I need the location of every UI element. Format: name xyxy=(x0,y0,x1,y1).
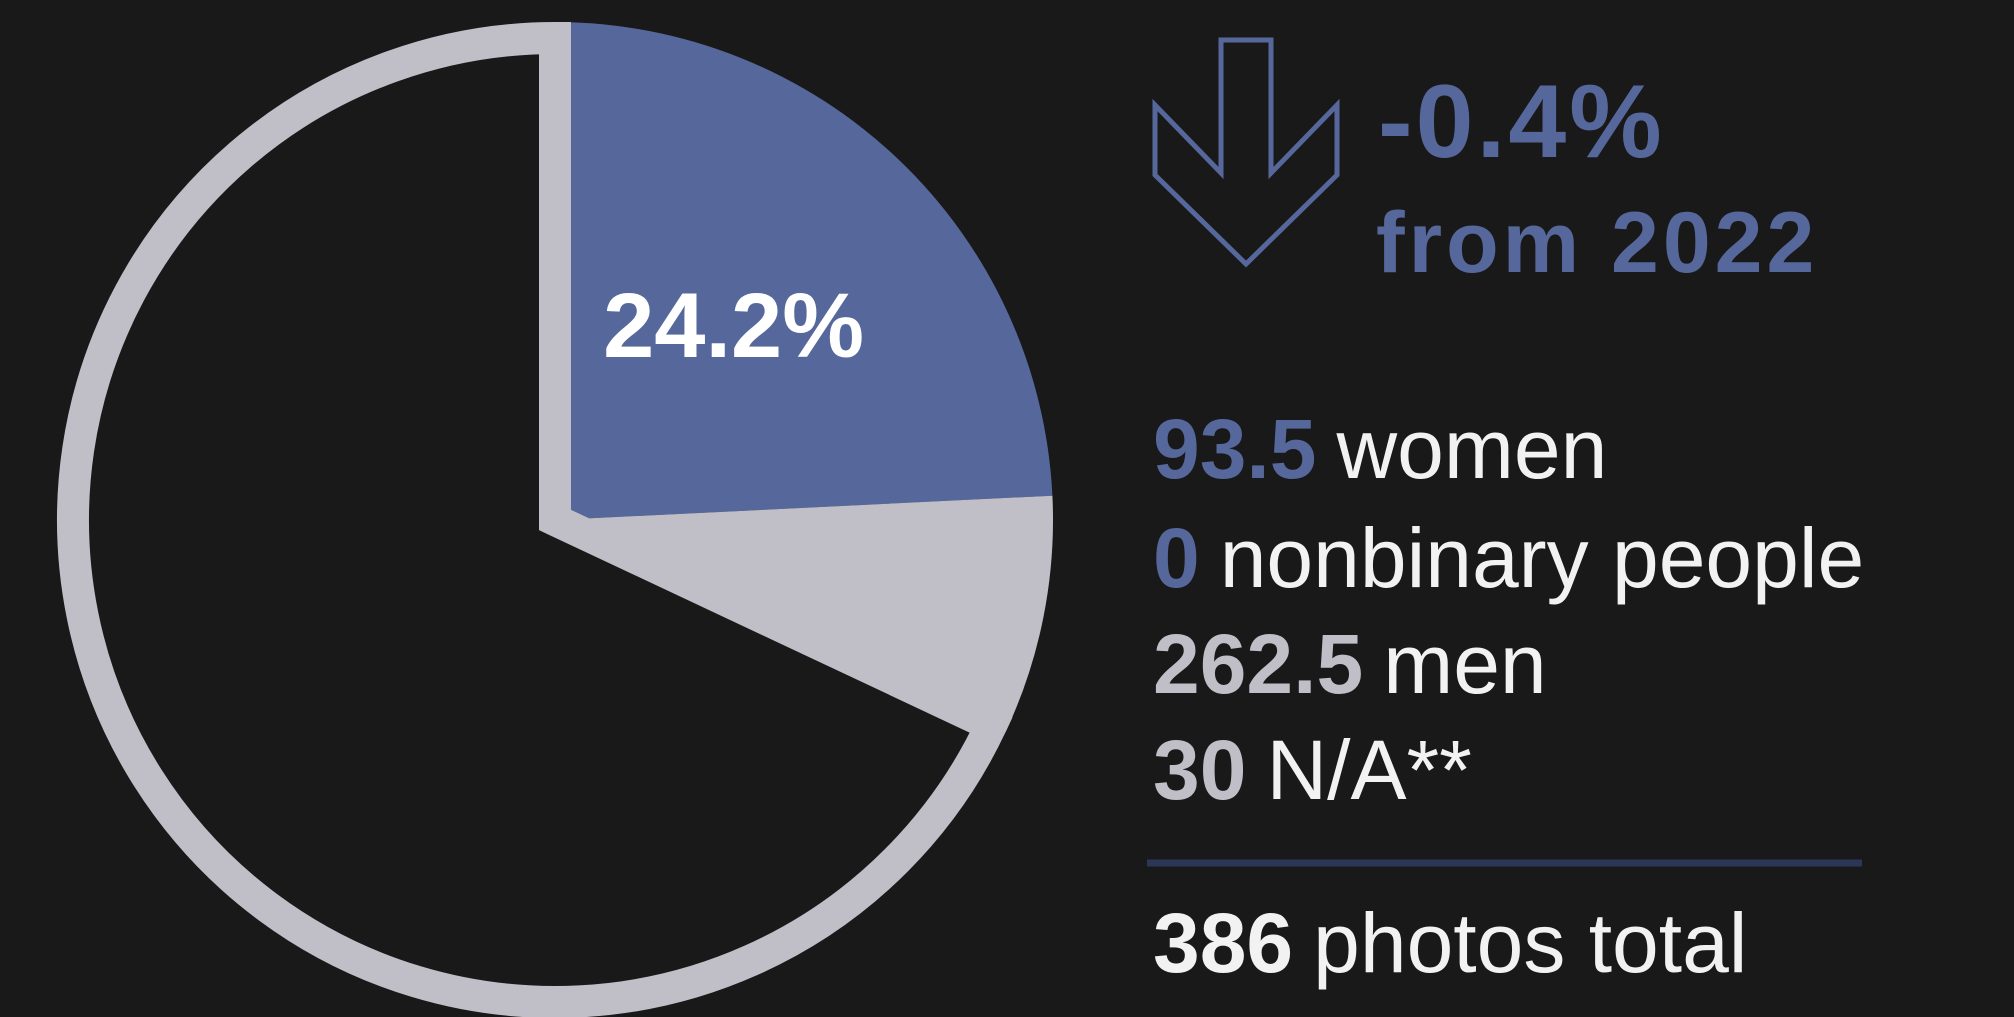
legend-label: nonbinary people xyxy=(1220,511,1865,605)
change-note: from 2022 xyxy=(1376,195,1818,291)
legend-entry: 0 nonbinary people xyxy=(1153,511,1864,605)
total-line: 386 photos total xyxy=(1153,896,1747,990)
legend-entry: 262.5 men xyxy=(1153,617,1547,711)
total-label: photos total xyxy=(1313,896,1747,990)
legend-entry: 93.5 women xyxy=(1153,402,1607,496)
pie-slice xyxy=(555,22,1053,520)
legend-label: N/A** xyxy=(1266,723,1471,817)
slice-label: 24.2% xyxy=(603,275,864,377)
legend-value: 0 xyxy=(1153,511,1200,605)
legend-value: 93.5 xyxy=(1153,402,1317,496)
total-value: 386 xyxy=(1153,896,1293,990)
legend-label: women xyxy=(1336,402,1608,496)
change-label: -0.4% xyxy=(1378,64,1665,180)
legend-label: men xyxy=(1383,617,1546,711)
down-arrow-icon xyxy=(1152,37,1340,268)
legend-entry: 30 N/A** xyxy=(1153,723,1472,817)
pie-slice xyxy=(57,21,1013,1017)
pie-slice xyxy=(555,495,1053,732)
legend-value: 30 xyxy=(1153,723,1246,817)
legend-value: 262.5 xyxy=(1153,617,1363,711)
